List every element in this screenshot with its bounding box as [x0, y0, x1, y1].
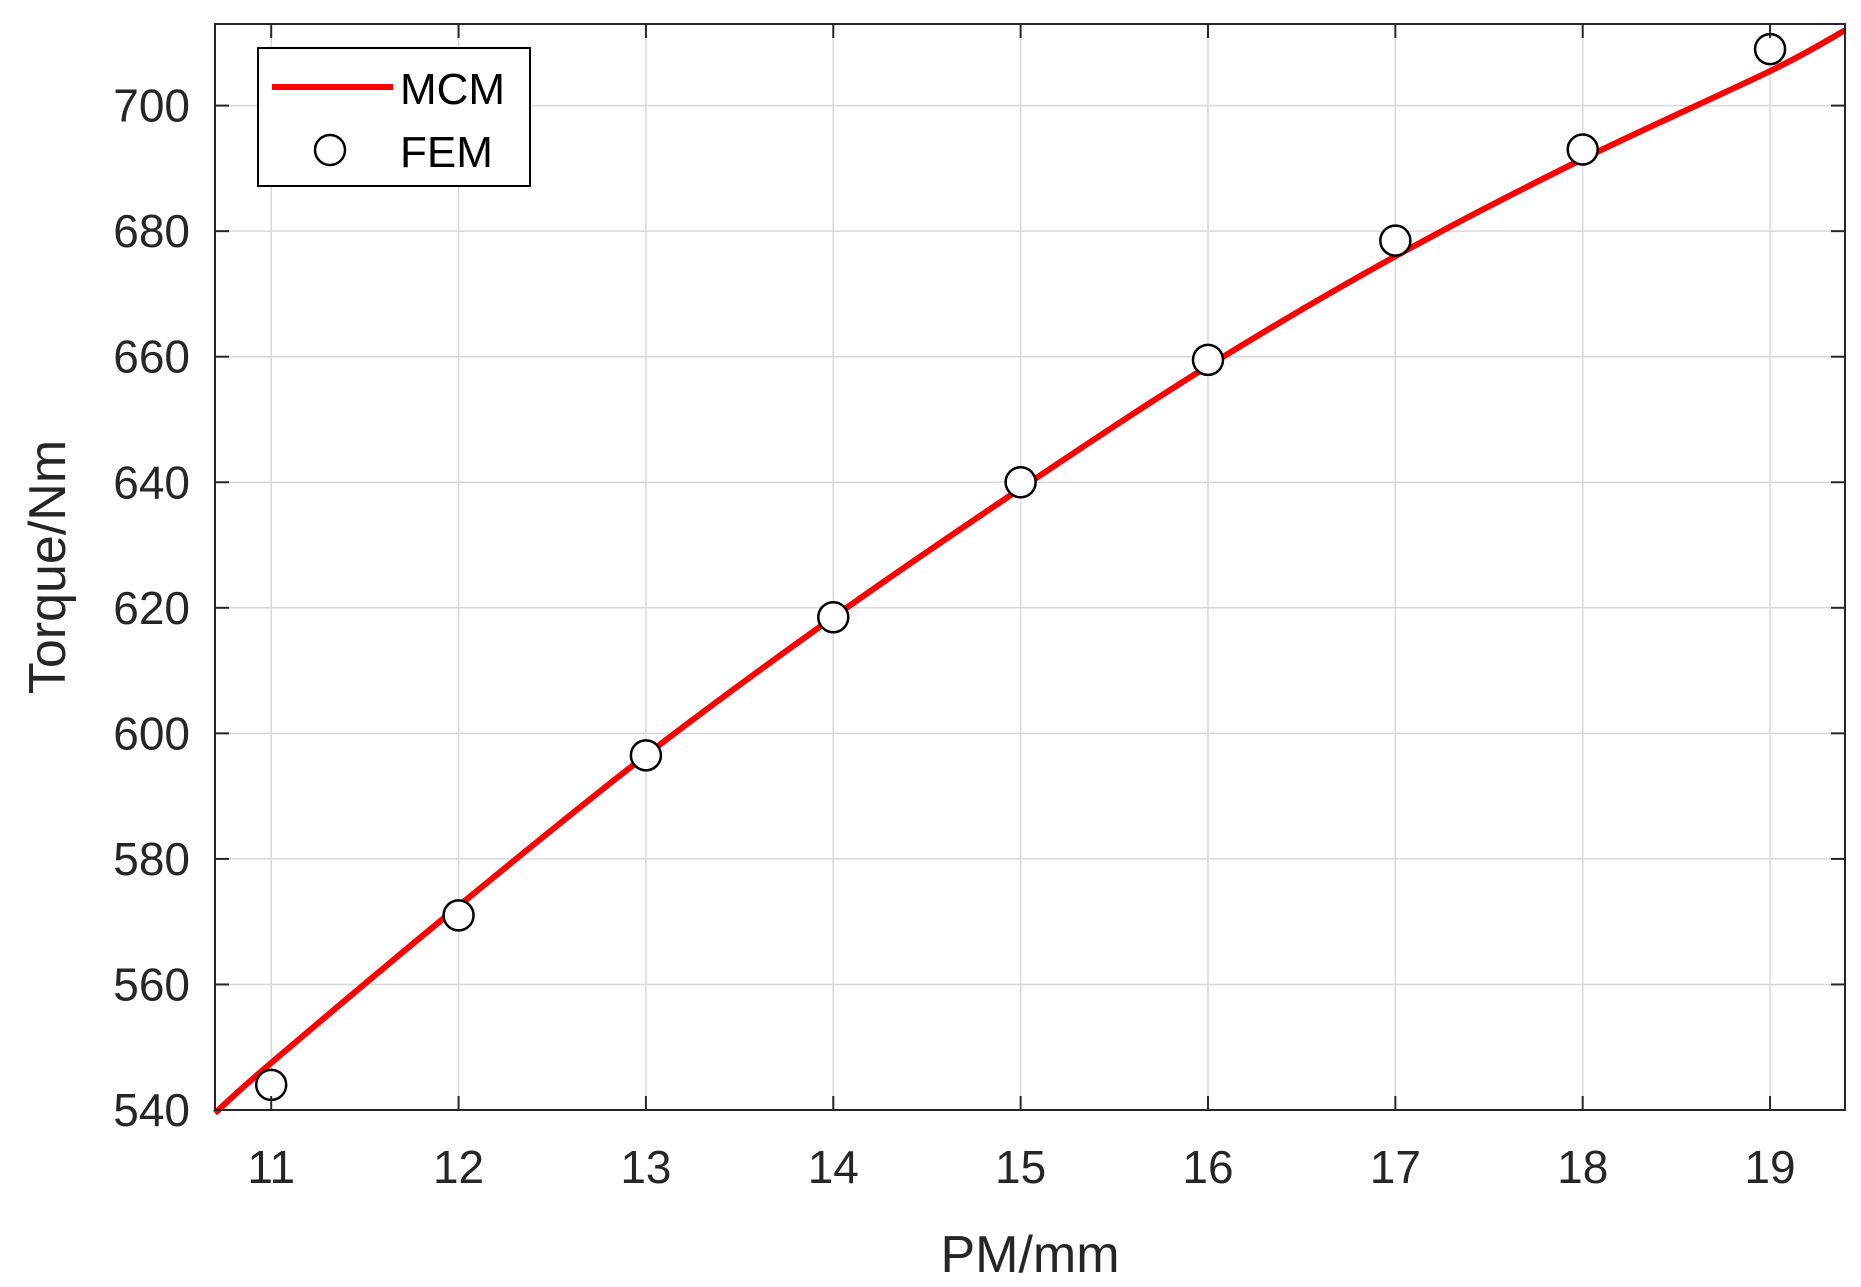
fem-data-point: [817, 600, 850, 634]
x-tick-label: 17: [1370, 1141, 1421, 1193]
fem-data-point: [1753, 32, 1787, 66]
x-tick-label: 18: [1557, 1141, 1608, 1193]
legend-box: [257, 47, 531, 187]
y-tick-label: 640: [113, 456, 190, 508]
x-tick-label: 16: [1182, 1141, 1233, 1193]
fem-data-point: [1004, 466, 1037, 499]
x-axis-ticks: 11 12 13 14 15 16 17 18 19: [247, 24, 1796, 1193]
x-tick-label: 12: [433, 1141, 484, 1193]
y-tick-label: 560: [113, 958, 190, 1010]
y-tick-label: 660: [113, 331, 190, 383]
fem-data-point: [1191, 343, 1225, 377]
legend-fem-label: FEM: [400, 128, 493, 177]
fem-data-point: [629, 739, 663, 772]
x-tick-label: 13: [620, 1141, 671, 1193]
x-tick-label: 11: [247, 1141, 295, 1193]
x-tick-label: 15: [995, 1141, 1046, 1193]
x-axis-label: PM/mm: [940, 1226, 1119, 1284]
x-tick-label: 14: [808, 1141, 859, 1193]
legend: MCM FEM: [257, 47, 531, 187]
plot-frame: [214, 23, 1846, 1111]
y-tick-label: 620: [113, 582, 190, 634]
legend-fem-marker-swatch: [313, 133, 347, 167]
fem-data-point: [1566, 133, 1599, 166]
y-axis-label: Torque/Nm: [19, 440, 77, 694]
fem-data-point: [442, 899, 475, 932]
y-tick-label: 580: [113, 833, 190, 885]
x-tick-label: 19: [1744, 1141, 1795, 1193]
fem-data-point: [1379, 224, 1412, 257]
plot-area: [215, 24, 1845, 1110]
legend-mcm-label: MCM: [400, 65, 505, 114]
y-axis-ticks: 540 560 580 600 620 640 660 680 700: [113, 80, 1845, 1136]
y-tick-label: 680: [113, 205, 190, 257]
series-layer: [213, 27, 1847, 1116]
y-tick-label: 700: [113, 80, 190, 132]
y-tick-label: 600: [113, 707, 190, 759]
y-tick-label: 540: [113, 1084, 190, 1136]
fem-data-point: [254, 1068, 288, 1102]
